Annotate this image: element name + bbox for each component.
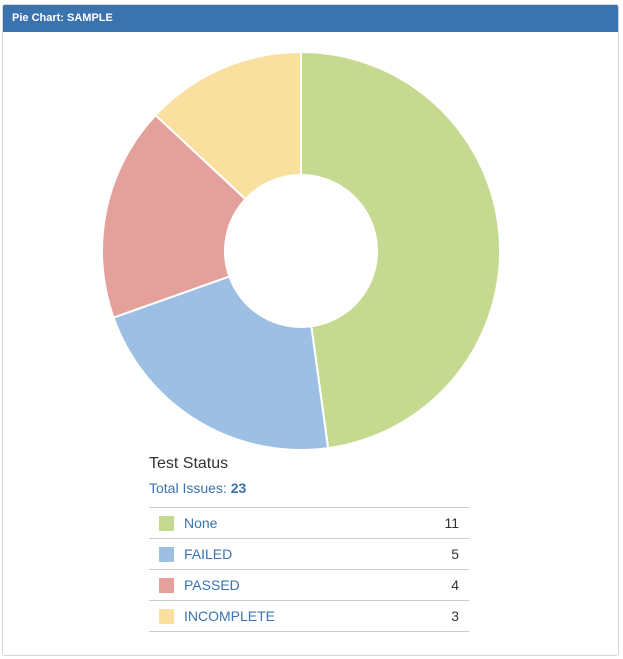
- legend-table: None 11 FAILED 5 PASSED 4 INCOMPLETE 3: [149, 507, 469, 632]
- pie-slice-failed[interactable]: [112, 275, 330, 451]
- legend-swatch: [159, 609, 174, 625]
- pie-slice-incomplete[interactable]: [154, 50, 302, 201]
- total-issues-label: Total Issues:: [149, 480, 227, 496]
- legend-count: 11: [408, 507, 469, 539]
- legend-row: None 11: [149, 507, 469, 539]
- legend-row: INCOMPLETE 3: [149, 600, 469, 632]
- legend-count: 3: [408, 600, 469, 632]
- legend-swatch: [159, 547, 174, 563]
- legend-swatch: [159, 516, 174, 532]
- legend-row: FAILED 5: [149, 538, 469, 570]
- legend-label-link[interactable]: INCOMPLETE: [184, 608, 276, 624]
- legend-row: PASSED 4: [149, 569, 469, 601]
- legend-label-link[interactable]: PASSED: [184, 577, 240, 593]
- legend-label-link[interactable]: FAILED: [184, 546, 233, 562]
- gadget-title: Pie Chart: SAMPLE: [3, 5, 618, 32]
- legend-count: 4: [408, 569, 469, 601]
- legend-title: Test Status: [149, 455, 229, 472]
- pie-slice-none[interactable]: [300, 50, 501, 450]
- legend-label-link[interactable]: None: [184, 515, 218, 531]
- total-issues: Total Issues: 23: [149, 480, 246, 496]
- total-issues-value[interactable]: 23: [230, 480, 247, 496]
- legend-swatch: [159, 578, 174, 594]
- legend-count: 5: [408, 538, 469, 570]
